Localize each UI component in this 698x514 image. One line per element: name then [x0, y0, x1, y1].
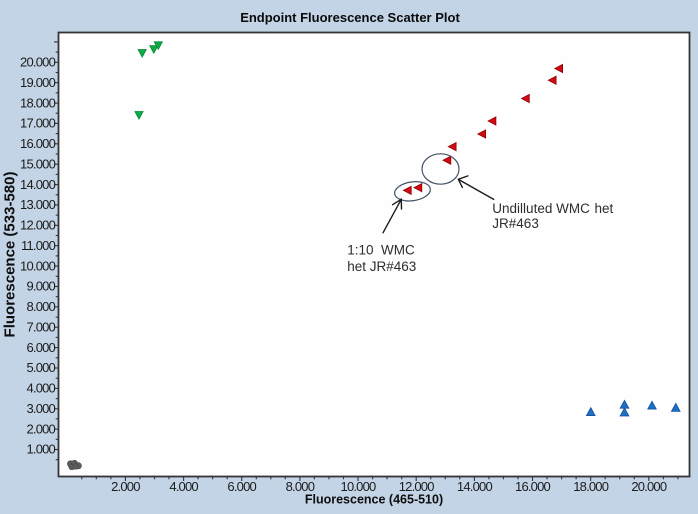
svg-text:8.000: 8.000 [286, 479, 315, 494]
svg-text:Fluorescence (465-510): Fluorescence (465-510) [305, 493, 443, 507]
svg-text:Endpoint Fluorescence Scatter: Endpoint Fluorescence Scatter Plot [240, 10, 460, 25]
svg-text:10.000: 10.000 [20, 258, 56, 273]
svg-text:20.000: 20.000 [20, 55, 56, 70]
svg-text:3.000: 3.000 [26, 401, 55, 416]
svg-text:18.000: 18.000 [20, 95, 56, 110]
svg-text:Fluorescence (533-580): Fluorescence (533-580) [2, 172, 19, 338]
svg-text:15.000: 15.000 [20, 156, 56, 171]
svg-text:5.000: 5.000 [26, 360, 55, 375]
svg-text:18.000: 18.000 [573, 479, 609, 494]
svg-text:12.000: 12.000 [20, 218, 56, 233]
svg-text:19.000: 19.000 [20, 75, 56, 90]
svg-text:16.000: 16.000 [20, 136, 56, 151]
svg-text:Undilluted WMC: Undilluted WMC [492, 201, 590, 216]
svg-text:14.000: 14.000 [457, 479, 493, 494]
svg-text:9.000: 9.000 [26, 279, 55, 294]
svg-text:20.000: 20.000 [631, 479, 667, 494]
svg-text:4.000: 4.000 [169, 479, 198, 494]
svg-text:4.000: 4.000 [26, 381, 55, 396]
svg-text:2.000: 2.000 [111, 479, 140, 494]
svg-text:13.000: 13.000 [20, 197, 56, 212]
svg-text:17.000: 17.000 [20, 116, 56, 131]
svg-text:7.000: 7.000 [26, 319, 55, 334]
svg-text:JR#463: JR#463 [492, 216, 539, 231]
svg-text:10.000: 10.000 [341, 479, 377, 494]
svg-text:16.000: 16.000 [515, 479, 551, 494]
svg-text:het: het [595, 201, 614, 216]
svg-text:2.000: 2.000 [26, 421, 55, 436]
svg-text:het JR#463: het JR#463 [347, 259, 416, 274]
svg-text:1.000: 1.000 [26, 442, 55, 457]
svg-text:6.000: 6.000 [26, 340, 55, 355]
svg-text:11.000: 11.000 [21, 238, 56, 253]
svg-text:8.000: 8.000 [26, 299, 55, 314]
svg-text:14.000: 14.000 [20, 177, 56, 192]
svg-text:6.000: 6.000 [227, 479, 256, 494]
svg-text:12.000: 12.000 [399, 479, 435, 494]
svg-text:1:10 WMC: 1:10 WMC [347, 242, 415, 257]
